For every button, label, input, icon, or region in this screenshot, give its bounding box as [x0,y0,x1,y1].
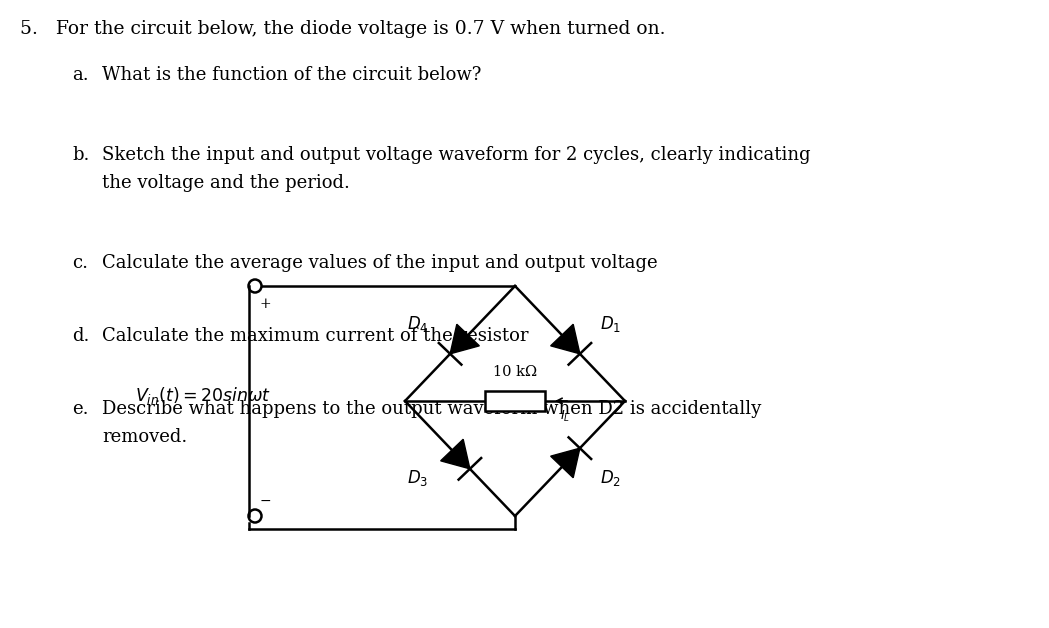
Text: a.: a. [72,66,88,84]
FancyBboxPatch shape [485,391,545,411]
Text: Sketch the input and output voltage waveform for 2 cycles, clearly indicating: Sketch the input and output voltage wave… [102,146,811,164]
Text: $V_{in}(t) = 20sin\omega t$: $V_{in}(t) = 20sin\omega t$ [135,386,271,406]
Text: Calculate the maximum current of the resistor: Calculate the maximum current of the res… [102,327,529,345]
Text: Describe what happens to the output waveform when D2 is accidentally: Describe what happens to the output wave… [102,400,762,418]
Text: b.: b. [72,146,89,164]
Text: 10 kΩ: 10 kΩ [493,365,537,379]
Text: 5.   For the circuit below, the diode voltage is 0.7 V when turned on.: 5. For the circuit below, the diode volt… [20,20,665,38]
Text: Calculate the average values of the input and output voltage: Calculate the average values of the inpu… [102,254,658,272]
Polygon shape [551,324,580,354]
Text: c.: c. [72,254,88,272]
Text: $D_3$: $D_3$ [407,468,428,489]
Polygon shape [450,324,479,354]
Text: e.: e. [72,400,88,418]
Text: $D_4$: $D_4$ [407,313,428,333]
Polygon shape [551,448,580,478]
Text: What is the function of the circuit below?: What is the function of the circuit belo… [102,66,481,84]
Text: −: − [260,494,272,507]
Text: d.: d. [72,327,89,345]
Polygon shape [441,439,470,469]
Text: $I_L$: $I_L$ [560,409,570,424]
Text: removed.: removed. [102,428,188,446]
Text: $D_2$: $D_2$ [600,468,621,489]
Text: +: + [260,296,272,310]
Text: $D_1$: $D_1$ [600,313,621,333]
Text: the voltage and the period.: the voltage and the period. [102,174,350,192]
